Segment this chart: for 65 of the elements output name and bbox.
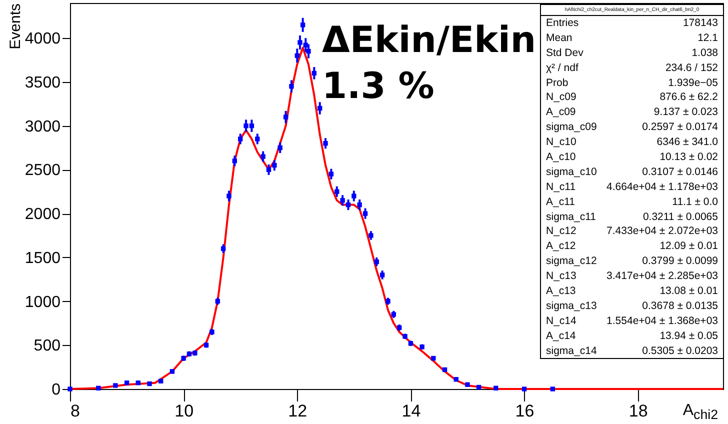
y-tick-label: 2000 bbox=[24, 206, 61, 224]
annotation: A_c14 bbox=[546, 328, 576, 344]
annotation: A_c09 bbox=[546, 105, 576, 120]
annotation: 9.137 ± 0.023 bbox=[654, 105, 718, 120]
annotation: 1.939e−05 bbox=[668, 76, 718, 90]
annotation: ΔEkin/Ekin bbox=[322, 20, 536, 61]
annotation: N_c11 bbox=[546, 180, 576, 195]
y-tick-label: 3500 bbox=[24, 74, 61, 92]
y-tick-label: 3000 bbox=[24, 118, 61, 136]
annotation: 1.554e+04 ± 1.368e+03 bbox=[606, 314, 718, 329]
x-tick-label: 10 bbox=[174, 402, 194, 420]
y-tick-label: 0 bbox=[52, 382, 61, 398]
annotation: 0.5305 ± 0.0203 bbox=[642, 344, 718, 358]
annotation: sigma_c11 bbox=[546, 210, 596, 224]
annotation: 234.6 / 152 bbox=[665, 60, 718, 76]
annotation: 876.6 ± 62.2 bbox=[660, 90, 718, 106]
x-tick-label: 12 bbox=[288, 402, 308, 420]
annotation: 6346 ± 341.0 bbox=[656, 135, 718, 150]
annotation: sigma_c09 bbox=[546, 120, 597, 136]
annotation: 0.2597 ± 0.0174 bbox=[642, 120, 718, 136]
y-axis-title: Events bbox=[6, 4, 24, 50]
y-tick-label: 4000 bbox=[24, 30, 61, 48]
annotation: sigma_c12 bbox=[546, 254, 597, 270]
y-tick-label: 1500 bbox=[24, 250, 61, 267]
annotation: 12.1 bbox=[698, 30, 718, 46]
annotation: Entries bbox=[546, 16, 579, 31]
annotation: 0.3678 ± 0.0135 bbox=[642, 298, 718, 314]
x-tick-label: 14 bbox=[402, 402, 421, 420]
x-tick-label: 16 bbox=[515, 402, 534, 420]
annotation: 4.664e+04 ± 1.178e+03 bbox=[606, 180, 718, 195]
annotation: A_c10 bbox=[546, 150, 576, 165]
annotation: 0.3107 ± 0.0146 bbox=[642, 164, 718, 180]
annotation: 13.08 ± 0.01 bbox=[660, 284, 718, 299]
annotation: 0.3799 ± 0.0099 bbox=[642, 254, 718, 270]
annotation: 0.3211 ± 0.0065 bbox=[642, 210, 718, 224]
annotation: 10.13 ± 0.02 bbox=[660, 150, 718, 165]
y-tick-label: 500 bbox=[34, 338, 61, 355]
annotation: N_c13 bbox=[546, 269, 576, 284]
annotation: A_c13 bbox=[546, 284, 576, 299]
y-tick-label: 1000 bbox=[24, 294, 61, 311]
annotation: N_c12 bbox=[546, 224, 576, 240]
annotation: 3.417e+04 ± 2.285e+03 bbox=[606, 269, 718, 284]
annotation: 1.3 % bbox=[322, 66, 434, 107]
x-tick-label: 18 bbox=[628, 402, 648, 420]
annotation: 12.09 ± 0.01 bbox=[660, 239, 718, 254]
x-axis-title: A$_{chi2}$ bbox=[682, 402, 718, 422]
annotation: χ² / ndf bbox=[546, 60, 578, 76]
annotation: 7.433e+04 ± 2.072e+03 bbox=[606, 224, 718, 240]
annotation: N_c09 bbox=[546, 90, 576, 106]
annotation: sigma_c10 bbox=[546, 164, 597, 180]
annotation: 1.038 bbox=[692, 46, 718, 61]
annotation: Mean bbox=[546, 30, 572, 46]
annotation: Prob bbox=[546, 76, 568, 90]
annotation: A_c12 bbox=[546, 239, 576, 254]
annotation: N_c14 bbox=[546, 314, 576, 329]
annotation: N_c10 bbox=[546, 135, 576, 150]
annotation: sigma_c13 bbox=[546, 298, 597, 314]
x-tick-label: 8 bbox=[70, 402, 80, 420]
annotation: 11.1 ± 0.0 bbox=[672, 194, 718, 210]
annotation: 13.94 ± 0.05 bbox=[660, 328, 718, 344]
annotation: Std Dev bbox=[546, 46, 584, 61]
annotation: sigma_c14 bbox=[546, 344, 597, 358]
y-tick-label: 2500 bbox=[24, 162, 61, 180]
annotation: A_c11 bbox=[546, 194, 575, 210]
annotation: 178143 bbox=[682, 16, 718, 31]
